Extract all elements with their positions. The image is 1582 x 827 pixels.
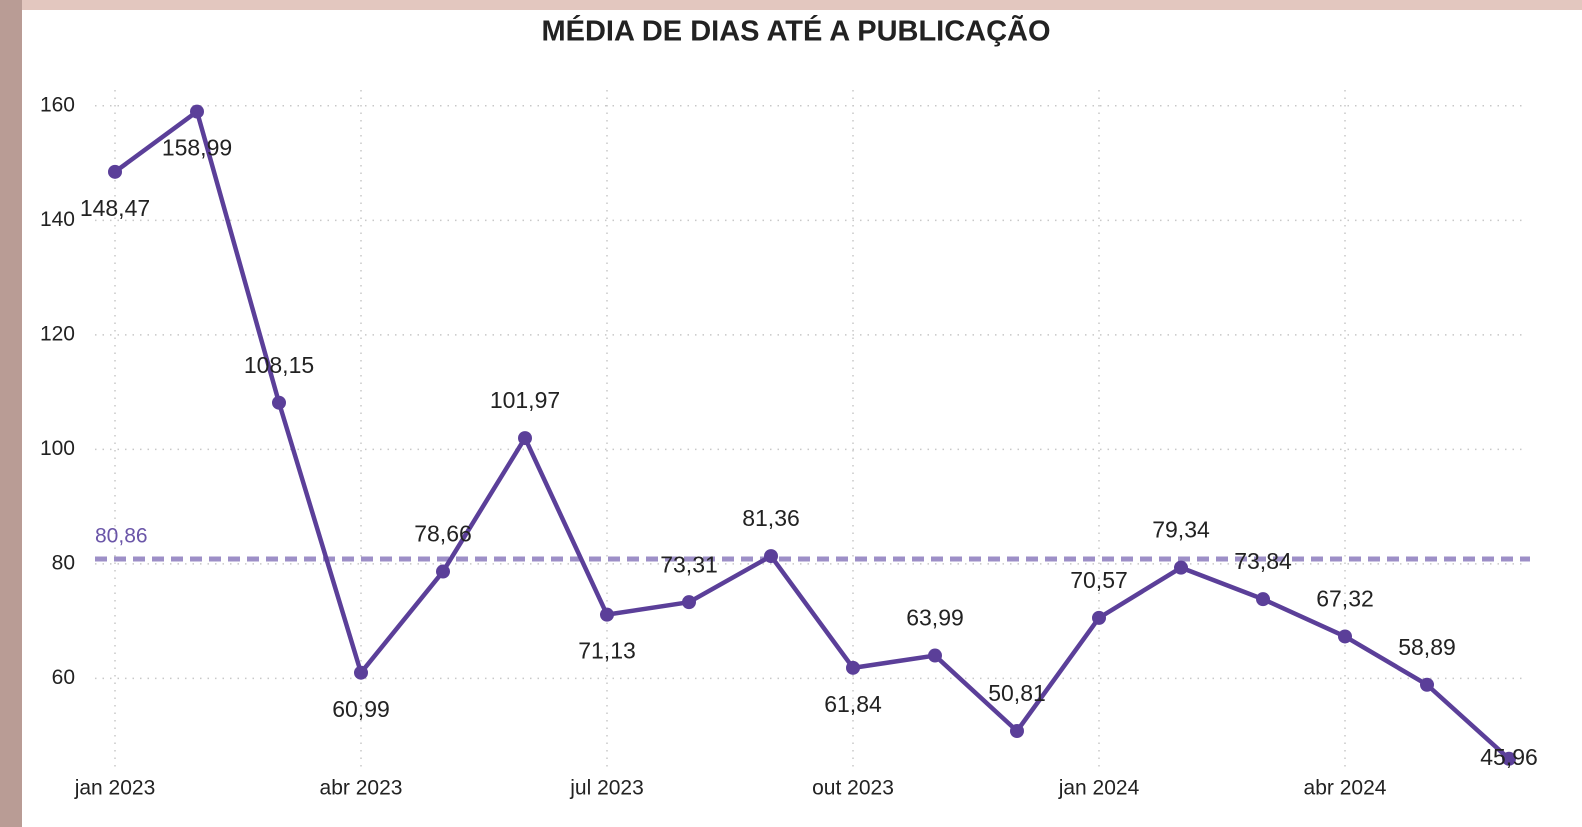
y-tick-label: 80 [52, 551, 75, 574]
card [22, 10, 1582, 827]
y-tick-label: 120 [40, 322, 75, 345]
data-label: 158,99 [162, 135, 232, 161]
marker [518, 431, 532, 446]
data-label: 148,47 [80, 195, 150, 221]
data-label: 108,15 [244, 352, 314, 378]
y-tick-label: 100 [40, 437, 75, 460]
data-label: 71,13 [578, 638, 636, 664]
data-label: 67,32 [1316, 586, 1374, 612]
marker [1010, 724, 1024, 739]
data-label: 60,99 [332, 696, 390, 722]
marker [1502, 751, 1516, 766]
x-tick-label: abr 2024 [1304, 777, 1387, 800]
x-tick-label: jan 2023 [74, 777, 156, 800]
marker [1338, 629, 1352, 644]
marker [354, 665, 368, 680]
x-tick-label: abr 2023 [320, 777, 403, 800]
marker [1174, 560, 1188, 575]
x-tick-label: jan 2024 [1058, 777, 1140, 800]
top-bar [0, 0, 1582, 10]
data-label: 70,57 [1070, 567, 1128, 593]
marker [1420, 677, 1434, 692]
data-label: 73,31 [660, 551, 718, 577]
data-label: 78,66 [414, 521, 472, 547]
marker [846, 660, 860, 675]
marker [928, 648, 942, 663]
average-label: 80,86 [95, 524, 148, 547]
marker [190, 104, 204, 119]
y-tick-label: 160 [40, 93, 75, 116]
data-label: 61,84 [824, 691, 882, 717]
x-tick-label: jul 2023 [569, 777, 644, 800]
y-tick-label: 60 [52, 666, 75, 689]
x-tick-label: out 2023 [812, 777, 894, 800]
data-label: 101,97 [490, 387, 560, 413]
data-label: 45,96 [1480, 744, 1538, 770]
marker [682, 595, 696, 610]
side-bar [0, 0, 22, 827]
marker [764, 549, 778, 564]
marker [600, 607, 614, 622]
data-label: 63,99 [906, 605, 964, 631]
marker [272, 395, 286, 410]
data-label: 73,84 [1234, 548, 1292, 574]
marker [1256, 592, 1270, 607]
series-line [113, 109, 1511, 761]
data-label: 50,81 [988, 680, 1046, 706]
data-label: 58,89 [1398, 634, 1456, 660]
y-tick-label: 140 [40, 208, 75, 231]
data-label: 79,34 [1152, 517, 1210, 543]
marker [1092, 610, 1106, 625]
data-label: 81,36 [742, 505, 800, 531]
chart-title: MÉDIA DE DIAS ATÉ A PUBLICAÇÃO [541, 14, 1050, 48]
marker [108, 164, 122, 179]
marker [436, 564, 450, 579]
